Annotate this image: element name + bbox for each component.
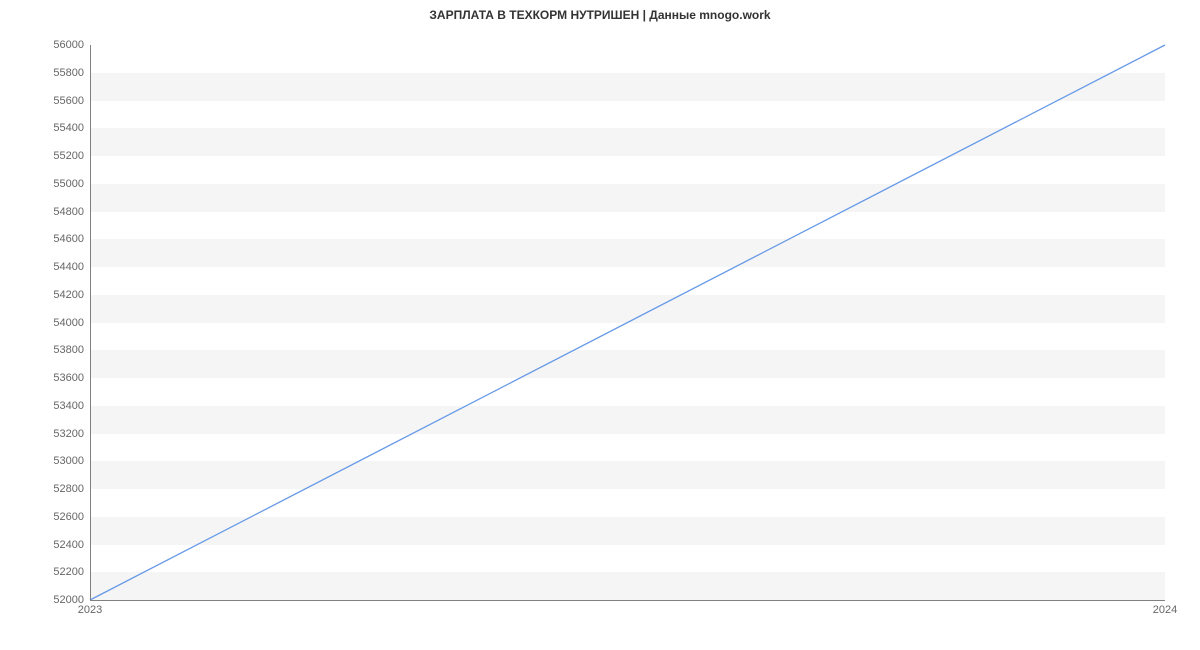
chart-title: ЗАРПЛАТА В ТЕХКОРМ НУТРИШЕН | Данные mno… xyxy=(0,8,1200,22)
y-tick-label: 53400 xyxy=(53,400,90,412)
y-tick-label: 54400 xyxy=(53,261,90,273)
y-tick-label: 55000 xyxy=(53,178,90,190)
y-axis-line xyxy=(90,45,91,600)
series-layer xyxy=(90,45,1165,600)
y-tick-label: 53600 xyxy=(53,372,90,384)
y-tick-label: 55800 xyxy=(53,67,90,79)
y-tick-label: 56000 xyxy=(53,39,90,51)
y-tick-label: 54200 xyxy=(53,289,90,301)
chart-container: ЗАРПЛАТА В ТЕХКОРМ НУТРИШЕН | Данные mno… xyxy=(0,0,1200,650)
y-tick-label: 54800 xyxy=(53,206,90,218)
x-axis-line xyxy=(90,600,1165,601)
y-tick-label: 55400 xyxy=(53,122,90,134)
y-tick-label: 54000 xyxy=(53,317,90,329)
y-tick-label: 55200 xyxy=(53,150,90,162)
y-tick-label: 52800 xyxy=(53,483,90,495)
y-tick-label: 52600 xyxy=(53,511,90,523)
y-tick-label: 53800 xyxy=(53,344,90,356)
series-line xyxy=(90,45,1165,600)
y-tick-label: 55600 xyxy=(53,95,90,107)
y-tick-label: 53000 xyxy=(53,455,90,467)
y-tick-label: 52200 xyxy=(53,566,90,578)
y-tick-label: 52400 xyxy=(53,539,90,551)
plot-area: 5200052200524005260052800530005320053400… xyxy=(90,45,1165,600)
x-tick-label: 2024 xyxy=(1153,600,1177,616)
y-tick-label: 53200 xyxy=(53,428,90,440)
x-tick-label: 2023 xyxy=(78,600,102,616)
y-tick-label: 54600 xyxy=(53,233,90,245)
